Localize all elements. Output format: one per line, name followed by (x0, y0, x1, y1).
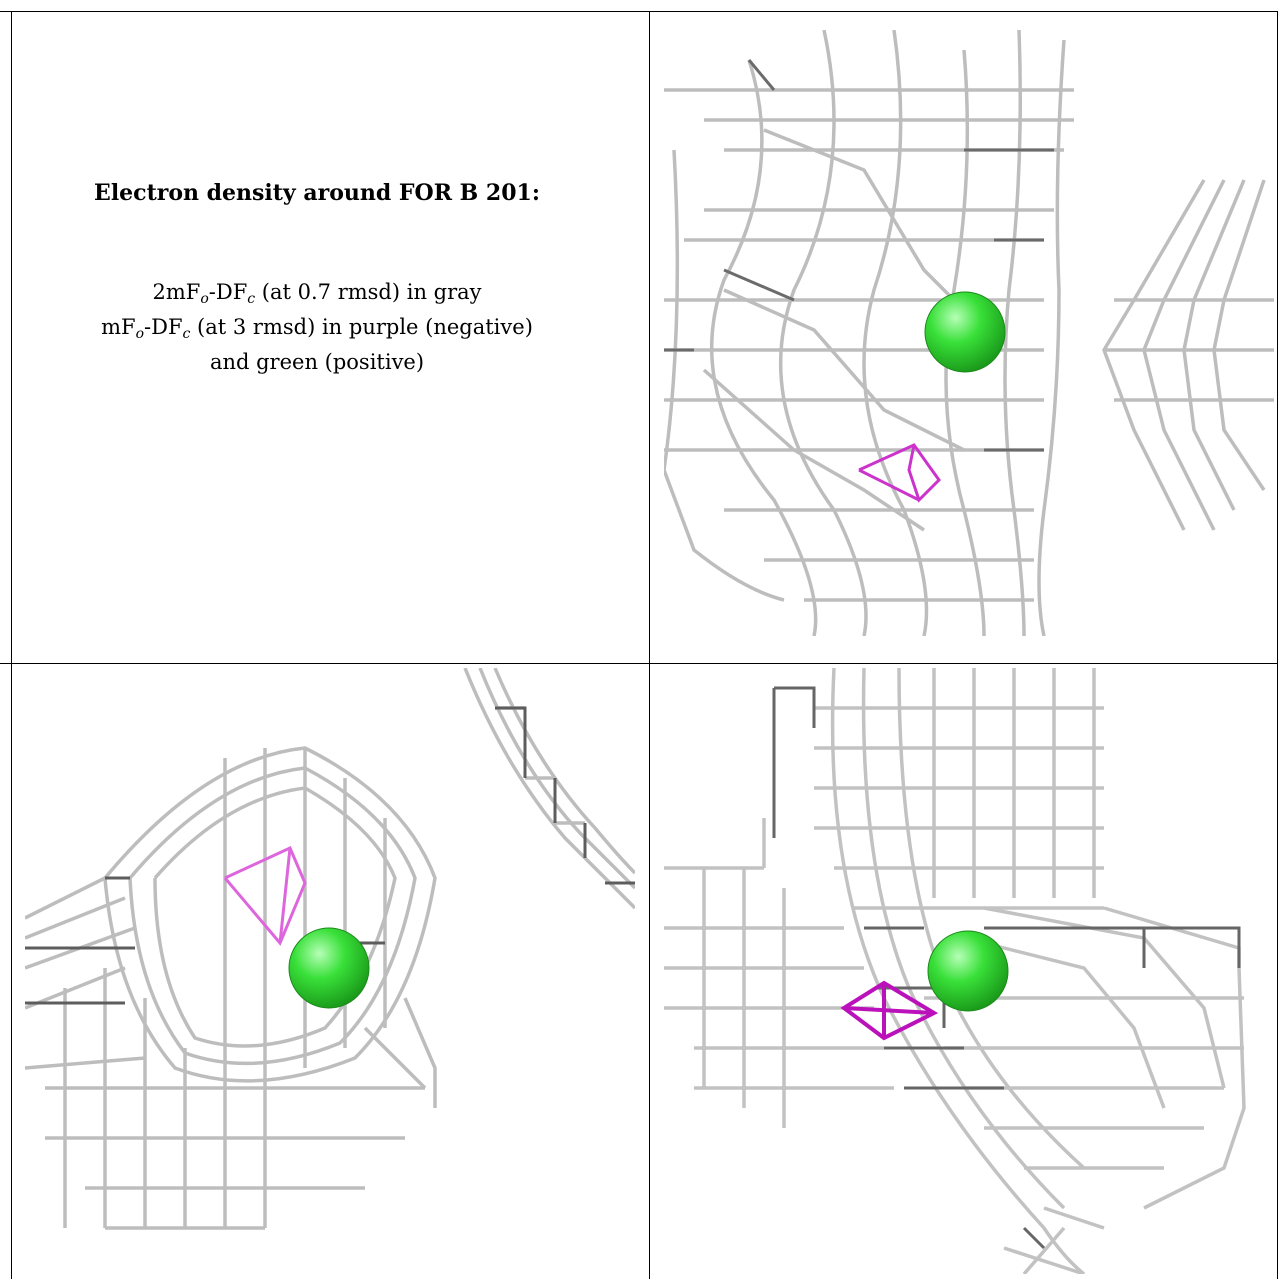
negative-density (859, 445, 939, 500)
caption-block: Electron density around FOR B 201: 2mFo-… (12, 180, 622, 376)
caption-line-difference: mFo-DFc (at 3 rmsd) in purple (negative) (12, 313, 622, 348)
atom-sphere (925, 292, 1005, 372)
atom-sphere (289, 928, 369, 1008)
density-view-bottom-left (25, 668, 635, 1274)
caption-line-gray: 2mFo-DFc (at 0.7 rmsd) in gray (12, 278, 622, 313)
center-divider (649, 11, 650, 1279)
middle-divider (0, 663, 1278, 664)
caption-title: Electron density around FOR B 201: (12, 180, 622, 206)
atom-sphere (928, 931, 1008, 1011)
negative-density (844, 983, 934, 1038)
caption-line-green: and green (positive) (12, 348, 622, 376)
top-border (0, 11, 1278, 12)
density-view-bottom-right (664, 668, 1274, 1274)
density-view-top-right (664, 30, 1274, 636)
